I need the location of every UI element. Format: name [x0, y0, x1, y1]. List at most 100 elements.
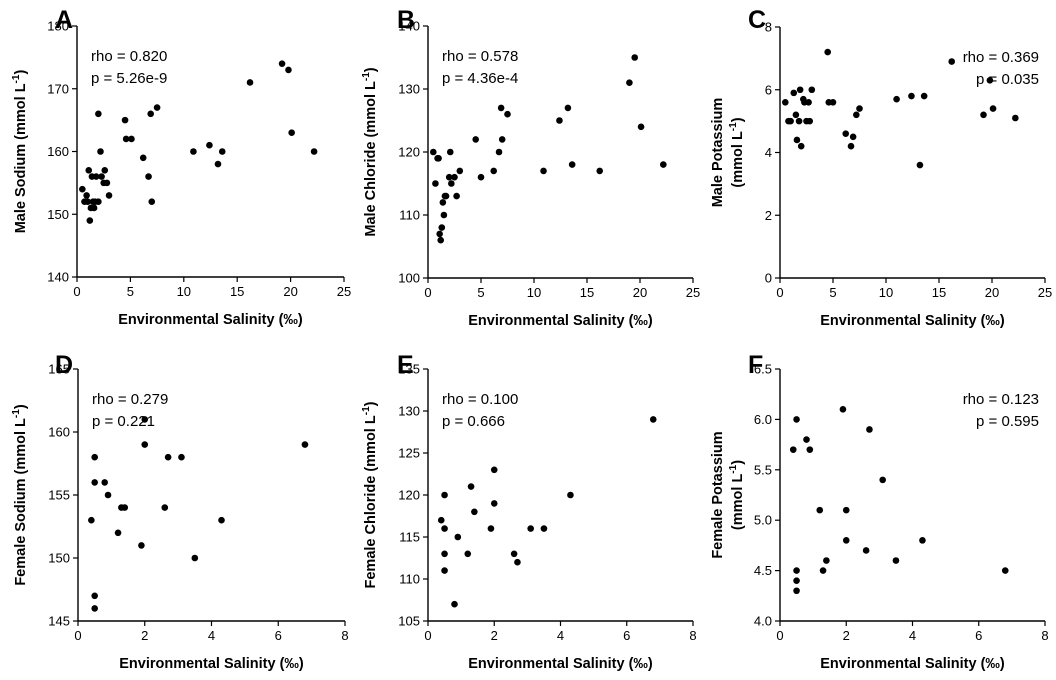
x-tick-label: 6 — [975, 628, 982, 643]
data-point — [1012, 114, 1019, 122]
rho-stat: rho = 0.369 — [963, 49, 1039, 66]
data-point — [1001, 567, 1009, 574]
x-tick-label: 10 — [527, 285, 541, 300]
data-point — [86, 217, 94, 224]
data-point — [438, 224, 446, 231]
data-point — [789, 446, 797, 453]
y-tick-label: 2 — [765, 208, 772, 223]
x-tick-label: 4 — [208, 628, 215, 643]
y-axis-unit-sup: -1 — [11, 409, 22, 418]
x-axis-label: Environmental Salinity (‰) — [820, 313, 1005, 329]
data-point — [442, 192, 450, 200]
y-tick-label: 120 — [398, 488, 420, 503]
y-axis-unit-sup: -1 — [361, 406, 372, 415]
data-point — [948, 58, 956, 65]
x-tick-label: 4 — [557, 628, 564, 643]
data-point — [191, 554, 199, 562]
data-point — [797, 142, 805, 150]
x-tick-label: 0 — [424, 285, 431, 300]
data-point — [626, 79, 633, 86]
y-tick-label: 160 — [47, 144, 69, 159]
rho-stat: rho = 0.123 — [963, 391, 1039, 408]
data-point — [842, 130, 850, 137]
y-axis-unit-label: (mmol L-1) — [728, 460, 746, 530]
y-tick-label: 150 — [47, 207, 69, 222]
y-axis-label: Female Sodium (mmol L-1) — [11, 404, 29, 586]
y-tick-label: 165 — [48, 362, 70, 377]
panel-b: B 0 5 10 15 20 25 100 110 120 130 140 Environmental … — [361, 6, 700, 329]
data-point — [879, 476, 886, 484]
x-tick-label: 25 — [686, 285, 700, 300]
y-axis-label: Male Chloride (mmol L-1) — [361, 67, 379, 236]
data-point — [121, 504, 129, 511]
p-value-stat: p = 0.595 — [976, 413, 1039, 430]
data-point — [103, 179, 111, 187]
y-axis-unit-close: ) — [730, 460, 746, 465]
data-point — [803, 436, 810, 443]
y-axis-unit-sup: -1 — [728, 464, 739, 473]
data-point — [527, 525, 534, 532]
y-tick-label: 125 — [398, 446, 420, 461]
data-point — [148, 198, 156, 205]
y-tick-label: 6.0 — [754, 412, 772, 427]
data-point — [91, 479, 98, 486]
x-tick-label: 15 — [932, 285, 946, 300]
data-point — [451, 600, 458, 608]
panel-letter: B — [397, 6, 415, 34]
y-tick-label: 155 — [48, 488, 70, 503]
y-axis-unit-close: ) — [13, 404, 29, 409]
data-point — [849, 133, 857, 141]
data-point — [793, 587, 800, 595]
y-tick-label: 150 — [48, 551, 70, 566]
data-point — [91, 592, 98, 600]
y-tick-label: 100 — [398, 271, 420, 286]
data-point — [564, 104, 572, 112]
x-tick-label: 20 — [985, 285, 999, 300]
data-point — [104, 491, 112, 499]
x-tick-label: 25 — [337, 284, 351, 299]
data-point — [808, 86, 816, 94]
data-point — [856, 105, 863, 112]
data-point — [567, 491, 574, 499]
data-point — [301, 441, 309, 448]
panel-letter: D — [55, 351, 73, 379]
data-point — [101, 167, 109, 174]
data-point — [441, 525, 448, 532]
panel-letter: A — [55, 6, 73, 34]
y-axis-unit-label: (mmol L-1) — [728, 117, 746, 187]
y-tick-label: 4 — [765, 145, 772, 160]
data-point — [793, 416, 800, 423]
data-point — [540, 167, 547, 175]
data-point — [792, 111, 800, 119]
x-tick-label: 15 — [580, 285, 594, 300]
data-point — [218, 516, 225, 524]
data-point — [95, 110, 102, 118]
x-tick-label: 5 — [829, 285, 836, 300]
y-axis-label: Female Chloride (mmol L-1) — [361, 401, 379, 588]
panel-f: F 0 2 4 6 8 4.0 4.5 5.0 5.5 6.0 6.5 Environmental Sa… — [710, 351, 1049, 672]
y-tick-label: 110 — [399, 572, 420, 587]
y-axis-unit-close: ) — [363, 401, 379, 406]
data-point — [510, 550, 518, 558]
data-point — [440, 211, 448, 219]
data-point — [504, 110, 511, 118]
data-point — [246, 79, 254, 86]
panel-d: D 0 2 4 6 8 145 150 155 160 165 Environmental Salin… — [11, 351, 349, 672]
data-point — [839, 406, 847, 413]
data-point — [490, 466, 498, 474]
x-tick-label: 6 — [275, 628, 282, 643]
data-point — [90, 204, 98, 212]
x-tick-label: 10 — [177, 284, 191, 299]
panel-letter: F — [748, 351, 763, 379]
data-point — [138, 542, 145, 549]
data-point — [823, 557, 830, 564]
x-tick-label: 15 — [230, 284, 244, 299]
data-point — [467, 483, 475, 490]
panel-letter: C — [748, 6, 766, 34]
x-axis-label: Environmental Salinity (‰) — [119, 656, 304, 672]
data-point — [819, 567, 827, 574]
y-tick-label: 0 — [765, 271, 772, 286]
data-point — [139, 154, 147, 162]
data-point — [847, 142, 855, 150]
